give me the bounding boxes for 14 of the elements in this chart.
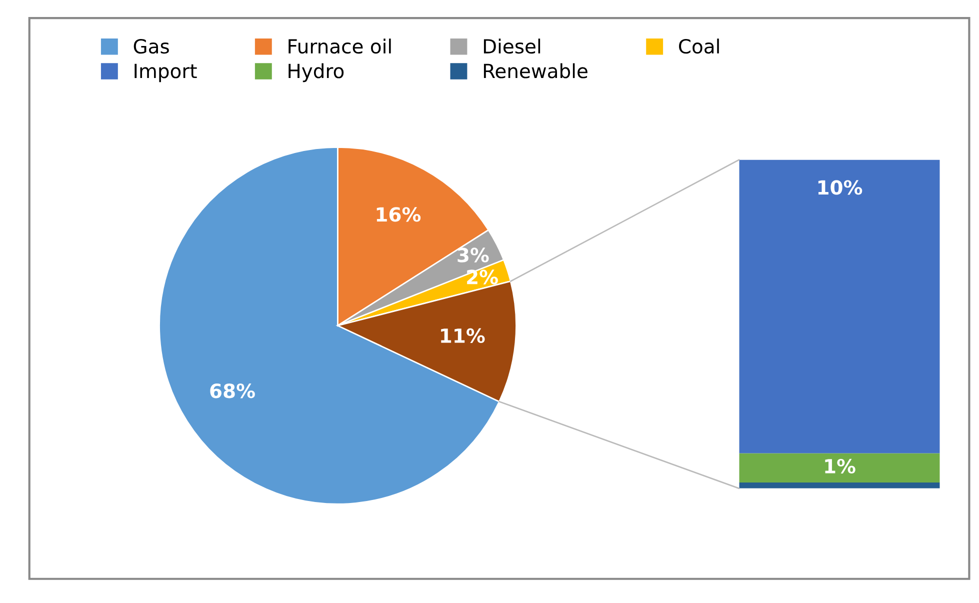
legend-label: Coal [679,38,719,54]
data-label: 10% [818,180,862,195]
legend-label: Import [134,64,197,82]
data-label: 3% [458,248,489,262]
legend-label: Furnace oil [288,38,391,54]
data-label: 16% [376,207,421,222]
legend-label: Renewable [484,63,588,78]
legend-label: Hydro [288,63,344,82]
data-label: 1% [825,458,856,474]
legend-label: Gas [134,38,169,54]
data-label: 2% [467,270,498,284]
data-label: 68% [210,384,255,398]
data-label: 11% [441,328,485,344]
legend-label: Diesel [484,38,540,54]
